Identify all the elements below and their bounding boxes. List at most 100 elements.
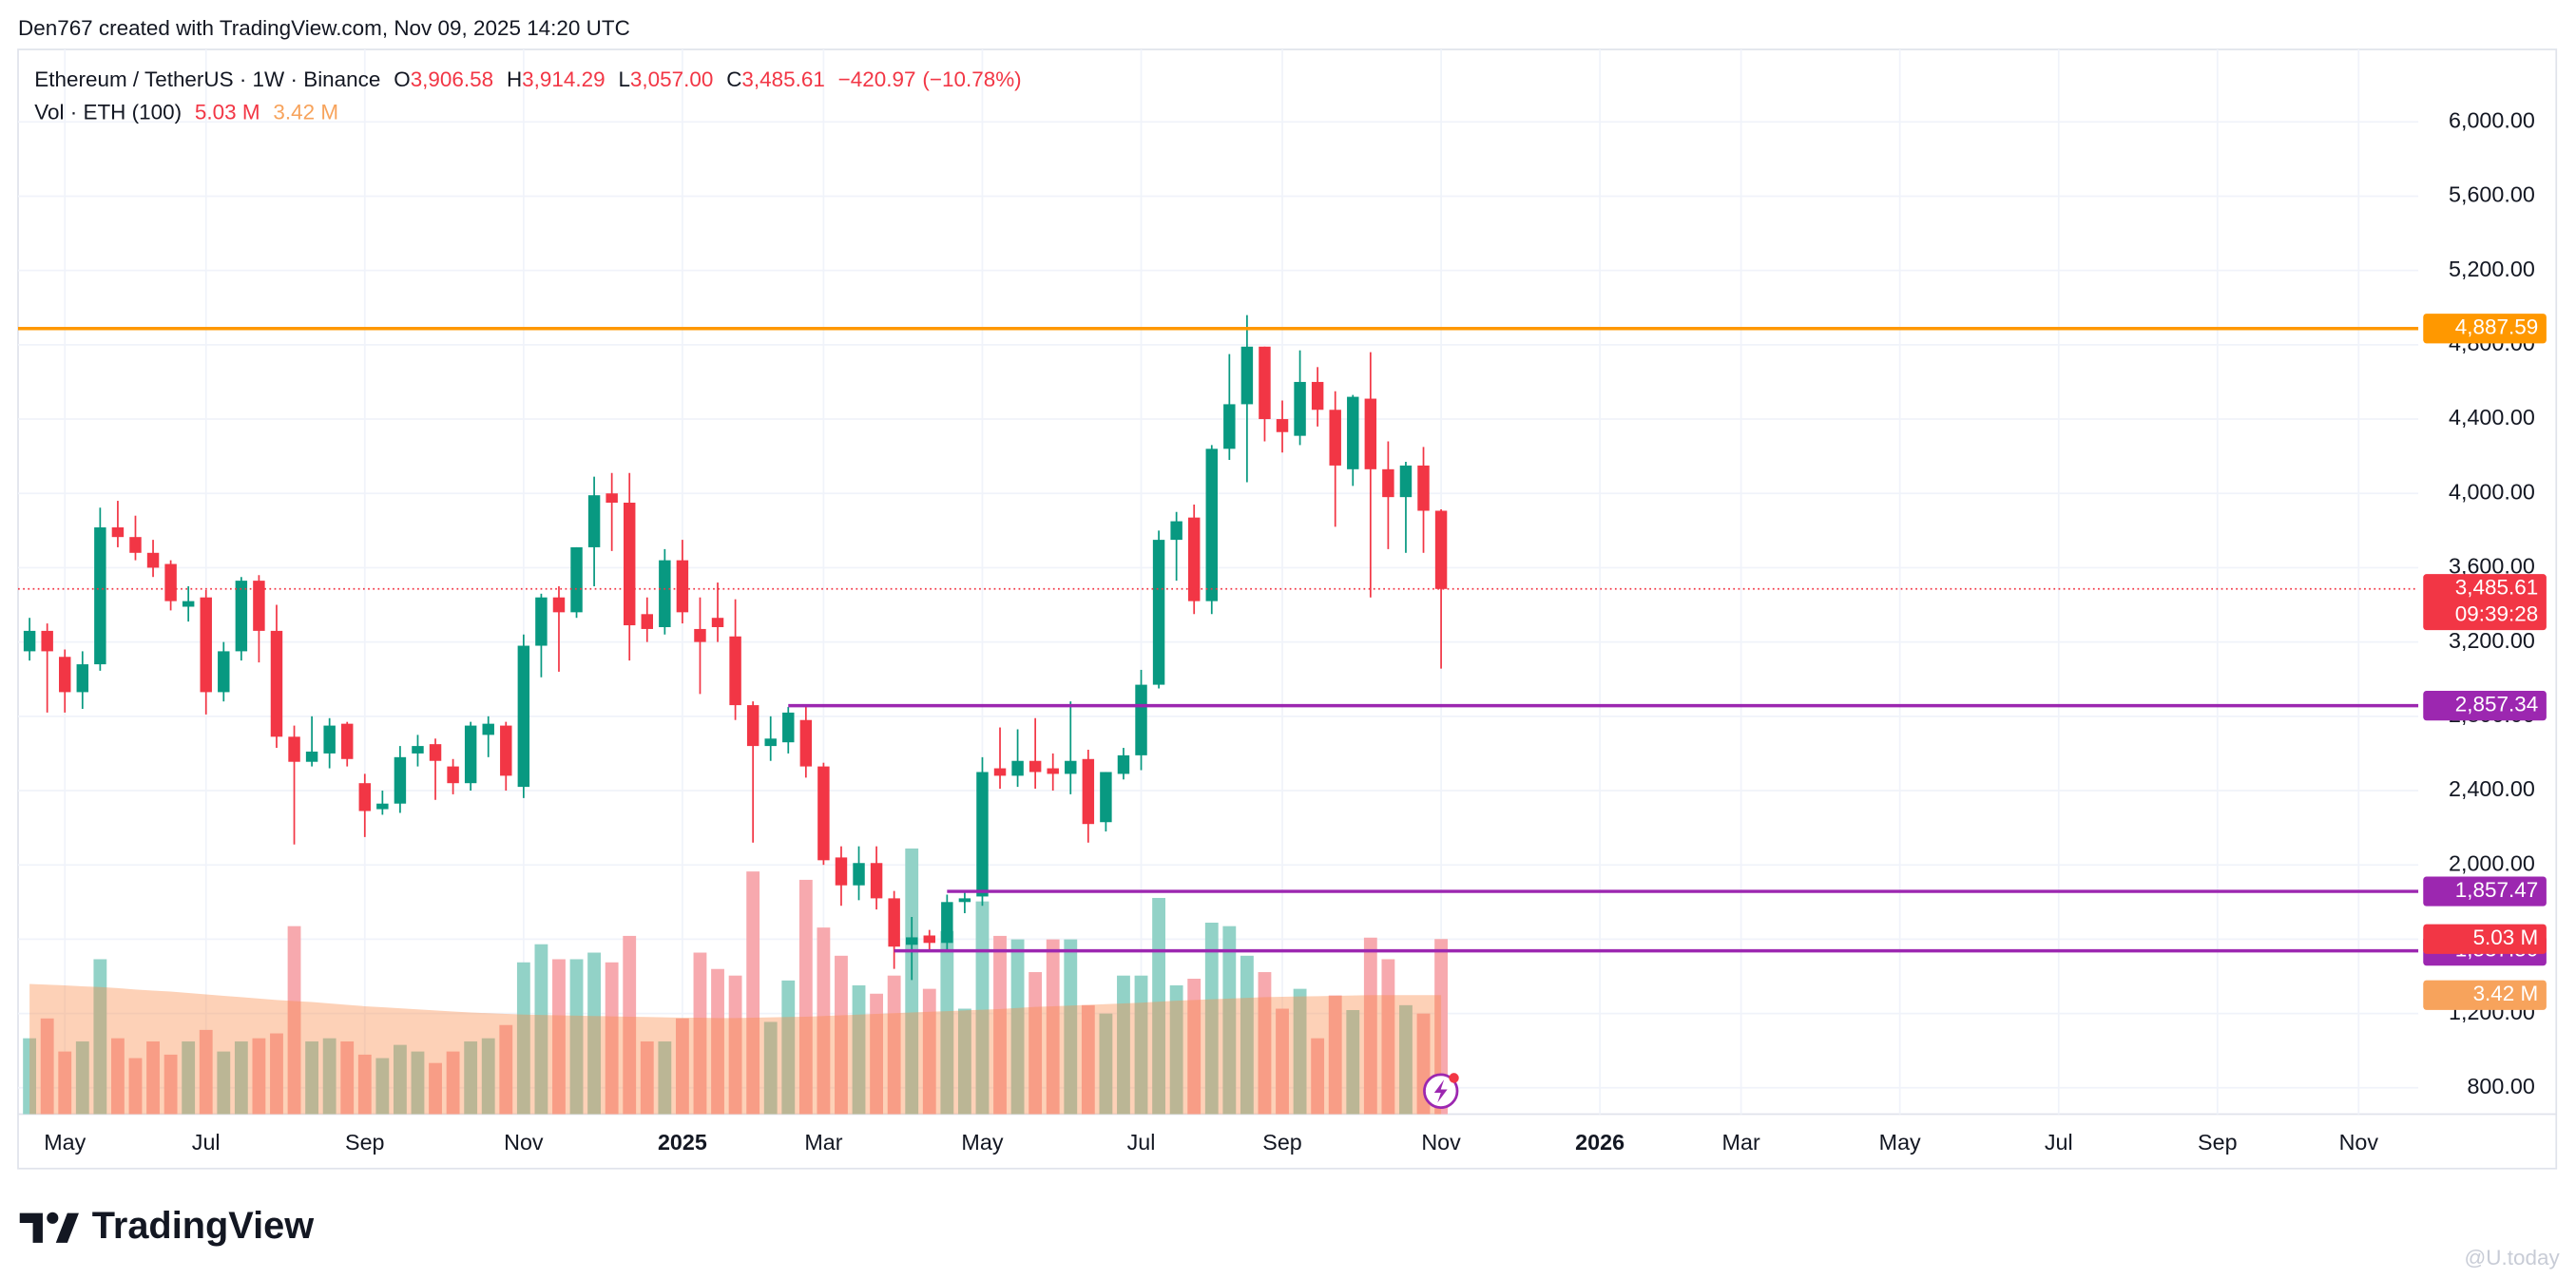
y-tick-label: 5,600.00	[2449, 182, 2535, 207]
volume-bar	[993, 935, 1007, 1115]
candle-body	[1065, 760, 1077, 774]
candle-body	[870, 863, 883, 899]
x-tick-label: Mar	[1722, 1130, 1760, 1155]
y-tick-label: 4,400.00	[2449, 405, 2535, 430]
volume-bar	[1169, 984, 1183, 1115]
candle-body	[1259, 346, 1271, 420]
candle-body	[623, 503, 636, 626]
volume-bar	[1064, 939, 1078, 1115]
volume-bar	[464, 1040, 478, 1115]
x-tick-label: Jul	[192, 1130, 221, 1155]
volume-bar	[322, 1038, 336, 1115]
plot: 800.001,200.001,600.002,000.002,400.002,…	[18, 49, 2547, 1155]
candle-body	[253, 581, 265, 631]
candle-body	[1117, 754, 1130, 774]
candle-body	[1347, 396, 1359, 469]
volume-bar	[499, 1024, 513, 1115]
candle-body	[1364, 398, 1377, 469]
candle-body	[358, 783, 372, 811]
candle-body	[676, 560, 689, 613]
candle-body	[1082, 758, 1095, 825]
candle-body	[270, 630, 283, 737]
candle-body	[799, 719, 813, 767]
volume-name: Vol · ETH (100)	[34, 101, 182, 124]
volume-badge-bg	[2423, 924, 2547, 954]
candle-body	[111, 527, 125, 538]
candle-body	[76, 664, 89, 693]
volume-ma-badge-bg	[2423, 980, 2547, 1010]
h-key: H	[507, 67, 522, 91]
volume-legend: Vol · ETH (100) 5.03 M 3.42 M	[34, 101, 338, 124]
volume-bar	[1117, 975, 1130, 1115]
candle-body	[1170, 521, 1182, 541]
candle-body	[853, 863, 865, 886]
level-badge-bg	[2423, 876, 2547, 907]
volume-bar	[623, 935, 637, 1115]
candle-body	[341, 723, 354, 759]
candle-body	[888, 898, 900, 947]
volume-bar	[957, 1008, 971, 1115]
volume-bar	[1346, 1009, 1360, 1115]
candle-body	[1382, 468, 1394, 498]
volume-bar	[587, 952, 602, 1115]
volume-bar	[93, 959, 107, 1115]
candle-body	[958, 898, 971, 903]
candle-body	[587, 495, 601, 547]
candle-body	[606, 493, 618, 504]
volume-bar	[746, 871, 760, 1115]
volume-bar	[58, 1051, 72, 1115]
volume-bar	[1204, 922, 1219, 1115]
x-tick-label: Nov	[504, 1130, 544, 1155]
x-tick-label: May	[44, 1130, 86, 1155]
candle-body	[1205, 449, 1218, 601]
volume-bar	[975, 901, 990, 1115]
legend-line: Ethereum / TetherUS · 1W · Binance O3,906…	[34, 67, 1021, 91]
candle-body	[641, 614, 654, 629]
candle-body	[305, 751, 318, 762]
x-tick-label: May	[961, 1130, 1003, 1155]
volume-bar	[429, 1062, 442, 1115]
candle-body	[464, 725, 477, 784]
candle-body	[376, 803, 389, 810]
candle-body	[711, 618, 724, 627]
candle-body	[835, 857, 848, 886]
change-pct: (−10.78%)	[922, 67, 1021, 91]
y-tick-label: 5,200.00	[2449, 257, 2535, 281]
brand: TradingView	[92, 1205, 315, 1247]
volume-bar	[940, 930, 954, 1115]
x-tick-label: 2026	[1575, 1130, 1624, 1155]
volume-bar	[357, 1054, 372, 1115]
x-tick-label: May	[1879, 1130, 1921, 1155]
candle-body	[412, 746, 424, 754]
volume-bar	[1081, 1004, 1095, 1115]
volume-bar	[1134, 975, 1148, 1115]
c-value: 3,485.61	[741, 67, 824, 91]
volume-ma-last: 3.42 M	[273, 101, 338, 124]
volume-bar	[340, 1040, 355, 1115]
x-tick-label: Sep	[2198, 1130, 2238, 1155]
volume-bar	[1099, 1013, 1113, 1115]
candle-body	[923, 935, 935, 944]
volume-bar	[75, 1040, 89, 1115]
candle-body	[729, 636, 741, 706]
watermark: @U.today	[2465, 1246, 2561, 1269]
volume-bar	[658, 1040, 672, 1115]
o-key: O	[394, 67, 410, 91]
volume-bar	[1328, 995, 1342, 1115]
candle-body	[164, 563, 177, 601]
lightning-icon[interactable]	[1423, 1073, 1459, 1109]
candle-body	[517, 645, 530, 788]
level-badge: 4,887.59	[2455, 315, 2538, 339]
candle-body	[23, 630, 36, 652]
candle-body	[235, 581, 248, 652]
c-key: C	[726, 67, 741, 91]
volume-bar	[40, 1018, 54, 1115]
volume-bar	[693, 952, 707, 1115]
level-badge-bg	[2423, 691, 2547, 721]
volume-bar	[905, 848, 919, 1115]
volume-bar	[128, 1058, 143, 1115]
candle-body	[1417, 465, 1430, 511]
candle-body	[1294, 381, 1306, 436]
countdown: 09:39:28	[2455, 601, 2538, 625]
candle-body	[323, 725, 336, 754]
